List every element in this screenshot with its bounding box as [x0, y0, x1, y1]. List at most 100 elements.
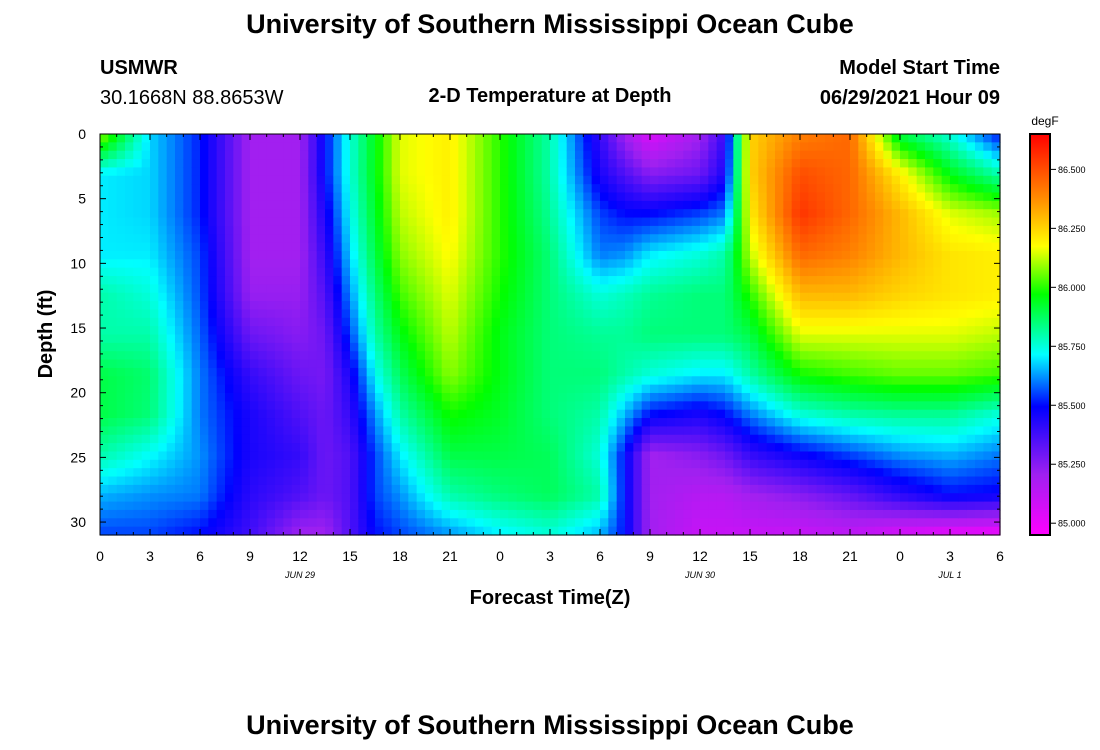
heatmap-cell	[775, 334, 784, 344]
heatmap-cell	[166, 443, 176, 453]
heatmap-cell	[533, 501, 543, 511]
heatmap-cell	[600, 225, 609, 235]
heatmap-cell	[233, 359, 243, 369]
heatmap-cell	[191, 317, 201, 327]
heatmap-cell	[950, 484, 959, 494]
heatmap-cell	[475, 451, 484, 461]
heatmap-cell	[908, 134, 918, 143]
heatmap-cell	[866, 334, 876, 344]
heatmap-cell	[925, 209, 934, 219]
heatmap-cell	[775, 167, 784, 177]
heatmap-cell	[783, 334, 793, 344]
heatmap-cell	[208, 167, 218, 177]
heatmap-cell	[491, 384, 501, 394]
heatmap-cell	[583, 434, 593, 444]
heatmap-cell	[816, 376, 826, 386]
heatmap-cell	[600, 184, 609, 194]
heatmap-cell	[116, 150, 126, 160]
heatmap-cell	[283, 484, 293, 494]
heatmap-cell	[241, 351, 251, 361]
heatmap-cell	[508, 409, 518, 419]
heatmap-cell	[550, 342, 559, 352]
heatmap-cell	[308, 150, 318, 160]
heatmap-cell	[766, 434, 776, 444]
heatmap-cell	[775, 209, 784, 219]
heatmap-cell	[608, 242, 618, 252]
heatmap-cell	[333, 259, 343, 269]
heatmap-cell	[866, 167, 876, 177]
heatmap-cell	[925, 134, 934, 143]
heatmap-cell	[675, 434, 684, 444]
heatmap-cell	[308, 225, 318, 235]
heatmap-cell	[441, 200, 451, 210]
heatmap-cell	[808, 334, 818, 344]
heatmap-cell	[775, 384, 784, 394]
heatmap-cell	[600, 142, 609, 152]
heatmap-cell	[366, 443, 376, 453]
heatmap-cell	[908, 292, 918, 302]
heatmap-cell	[133, 234, 143, 244]
heatmap-cell	[225, 326, 234, 336]
heatmap-cell	[691, 334, 701, 344]
heatmap-cell	[683, 518, 693, 528]
heatmap-cell	[491, 342, 501, 352]
heatmap-cell	[166, 200, 176, 210]
heatmap-cell	[450, 434, 459, 444]
heatmap-cell	[800, 401, 809, 411]
heatmap-cell	[725, 359, 734, 369]
heatmap-cell	[241, 384, 251, 394]
heatmap-cell	[591, 484, 601, 494]
heatmap-cell	[433, 443, 443, 453]
heatmap-cell	[566, 242, 576, 252]
heatmap-cell	[533, 317, 543, 327]
heatmap-cell	[425, 526, 434, 536]
heatmap-cell	[883, 284, 893, 294]
heatmap-cell	[508, 142, 518, 152]
heatmap-cell	[875, 509, 884, 519]
heatmap-cell	[300, 217, 309, 227]
heatmap-cell	[450, 167, 459, 177]
heatmap-cell	[650, 134, 659, 143]
heatmap-cell	[541, 384, 551, 394]
heatmap-cell	[658, 434, 668, 444]
heatmap-cell	[125, 309, 134, 319]
heatmap-cell	[133, 225, 143, 235]
heatmap-cell	[566, 384, 576, 394]
heatmap-cell	[916, 526, 926, 536]
heatmap-cell	[158, 167, 168, 177]
heatmap-cell	[933, 334, 943, 344]
heatmap-cell	[441, 234, 451, 244]
heatmap-cell	[766, 443, 776, 453]
heatmap-cell	[691, 409, 701, 419]
heatmap-cell	[708, 134, 718, 143]
heatmap-cell	[733, 184, 743, 194]
heatmap-cell	[125, 376, 134, 386]
heatmap-cell	[500, 150, 509, 160]
heatmap-cell	[616, 484, 626, 494]
heatmap-cell	[291, 342, 301, 352]
heatmap-cell	[791, 167, 801, 177]
heatmap-cell	[350, 217, 359, 227]
heatmap-cell	[133, 150, 143, 160]
heatmap-cell	[125, 225, 134, 235]
heatmap-cell	[658, 142, 668, 152]
heatmap-cell	[783, 484, 793, 494]
heatmap-cell	[791, 359, 801, 369]
heatmap-cell	[583, 443, 593, 453]
heatmap-cell	[183, 134, 193, 143]
heatmap-cell	[791, 159, 801, 169]
heatmap-cell	[483, 334, 493, 344]
heatmap-cell	[825, 526, 834, 536]
heatmap-cell	[933, 351, 943, 361]
heatmap-cell	[125, 242, 134, 252]
heatmap-cell	[125, 292, 134, 302]
heatmap-cell	[658, 292, 668, 302]
heatmap-cell	[383, 443, 393, 453]
heatmap-cell	[650, 225, 659, 235]
heatmap-cell	[391, 250, 401, 260]
heatmap-cell	[600, 284, 609, 294]
heatmap-cell	[191, 434, 201, 444]
heatmap-cell	[500, 476, 509, 486]
heatmap-cell	[650, 167, 659, 177]
heatmap-cell	[716, 476, 726, 486]
